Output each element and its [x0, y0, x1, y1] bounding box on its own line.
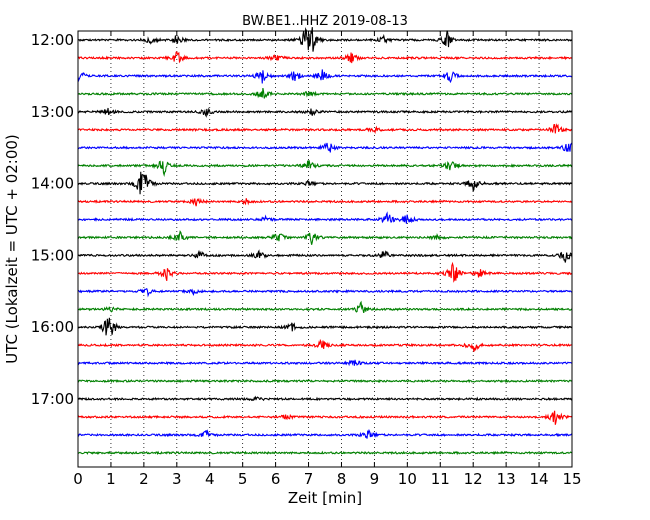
y-tick-label: 12:00	[31, 31, 74, 49]
x-tick-label: 11	[431, 470, 450, 488]
trace-12:30	[77, 69, 573, 84]
x-tick-label: 14	[530, 470, 549, 488]
y-tick-label: 16:00	[31, 318, 74, 336]
x-tick-label: 6	[271, 470, 281, 488]
x-tick-label: 5	[238, 470, 248, 488]
x-tick-label: 4	[205, 470, 215, 488]
trace-14:15	[77, 197, 573, 207]
x-tick-label: 9	[370, 470, 380, 488]
trace-16:45	[77, 378, 573, 384]
trace-14:30	[77, 211, 573, 224]
trace-17:00	[77, 395, 573, 402]
y-tick-label: 14:00	[31, 175, 74, 193]
trace-13:00	[77, 107, 573, 118]
y-axis-label: UTC (Lokalzeit = UTC + 02:00)	[3, 134, 21, 364]
trace-15:15	[77, 261, 573, 283]
x-tick-label: 10	[398, 470, 417, 488]
trace-16:00	[77, 317, 573, 336]
grid-lines	[110, 31, 540, 467]
y-tick-label: 15:00	[31, 246, 74, 264]
trace-16:15	[77, 338, 573, 352]
y-tick-label: 13:00	[31, 103, 74, 121]
trace-14:00	[77, 171, 573, 195]
trace-12:00	[77, 27, 573, 52]
plot-frame	[77, 30, 573, 468]
x-tick-label: 15	[562, 470, 581, 488]
trace-13:45	[77, 160, 573, 177]
x-tick-label: 3	[172, 470, 182, 488]
trace-12:45	[77, 87, 573, 99]
x-tick-label: 0	[73, 470, 83, 488]
chart-title: BW.BE1..HHZ 2019-08-13	[242, 14, 408, 29]
x-tick-label: 8	[337, 470, 347, 488]
trace-13:15	[77, 123, 573, 135]
trace-15:00	[77, 249, 573, 263]
trace-12:15	[77, 51, 573, 64]
y-axis-ticks: 12:00 13:00 14:00 15:00 16:00 17:00	[31, 31, 572, 408]
trace-16:30	[77, 359, 573, 367]
trace-17:45	[77, 450, 573, 456]
x-tick-label: 7	[304, 470, 314, 488]
y-tick-label: 17:00	[31, 390, 74, 408]
trace-14:45	[77, 230, 573, 245]
x-tick-label: 1	[106, 470, 116, 488]
x-tick-label: 13	[497, 470, 516, 488]
x-tick-label: 2	[139, 470, 149, 488]
traces-group	[77, 27, 573, 456]
x-axis-label: Zeit [min]	[288, 489, 362, 507]
trace-13:30	[77, 142, 573, 153]
trace-17:15	[77, 410, 573, 425]
x-tick-label: 12	[464, 470, 483, 488]
trace-15:30	[77, 287, 573, 298]
x-axis-ticks: 0 1 2 3 4 5 6 7 8 9 10 11 12 13 14 15	[73, 31, 582, 488]
trace-15:45	[77, 300, 573, 314]
trace-17:30	[77, 428, 573, 439]
